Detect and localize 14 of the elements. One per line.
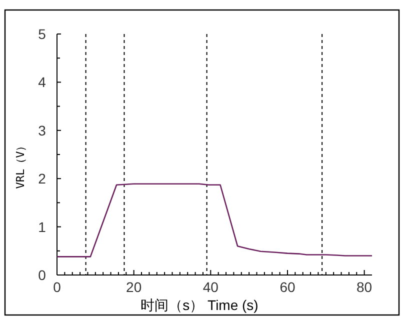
x-tick-label: 0	[53, 279, 62, 295]
x-tick-label: 80	[356, 279, 372, 295]
x-tick-label: 20	[126, 279, 142, 295]
x-tick-label: 40	[202, 279, 219, 295]
y-tick-label: 4	[38, 74, 46, 90]
y-tick-label: 3	[38, 122, 46, 138]
line-series	[56, 183, 373, 258]
y-tick-label: 5	[38, 26, 46, 42]
x-axis-title: 时间（s） Time (s)	[140, 297, 258, 313]
y-tick-label: 0	[38, 267, 46, 283]
y-tick-label: 1	[38, 218, 46, 235]
y-tick-label: 2	[38, 170, 46, 187]
y-axis-title: VRL（V）	[14, 140, 27, 189]
x-tick-label: 60	[280, 279, 296, 295]
